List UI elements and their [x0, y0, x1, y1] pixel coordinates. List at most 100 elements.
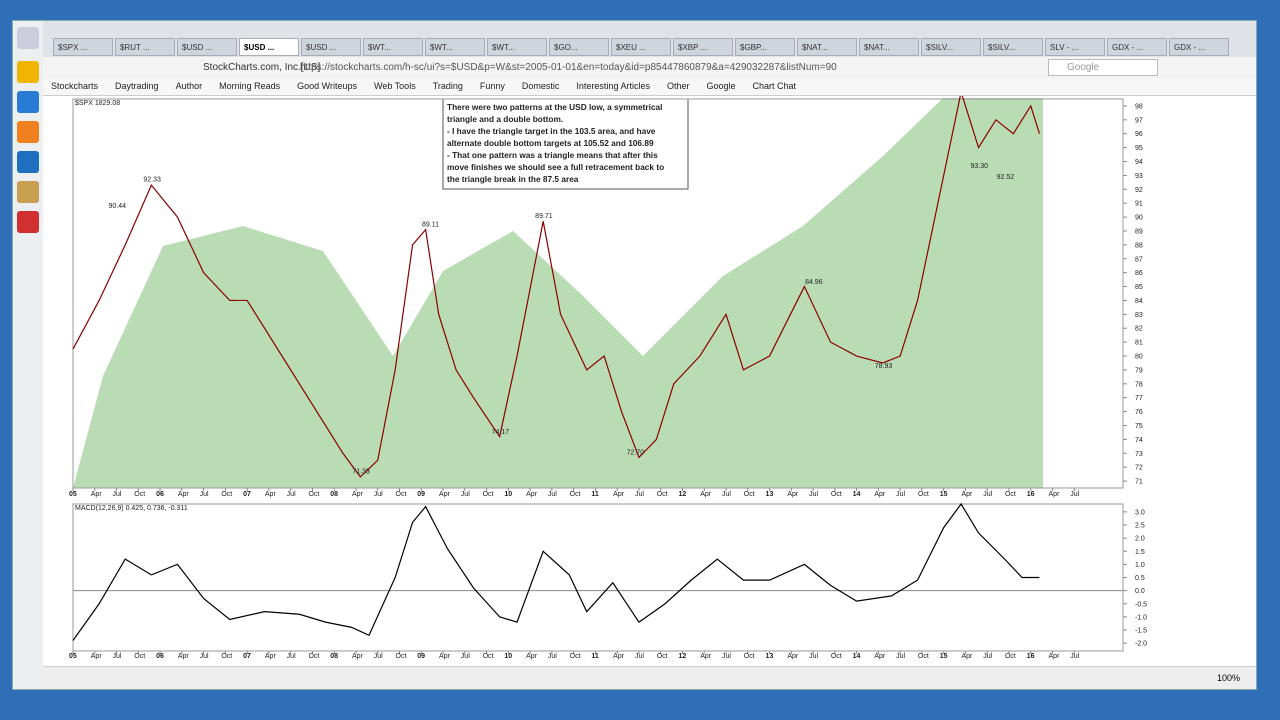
sidebar-icon[interactable]: [17, 211, 39, 233]
tab[interactable]: $NAT...: [859, 38, 919, 56]
x-tick-label: Apr: [178, 653, 190, 660]
bookmark[interactable]: Author: [175, 81, 203, 91]
bookmark[interactable]: Chart Chat: [752, 81, 797, 91]
x-tick-label: 10: [504, 653, 512, 660]
bookmark[interactable]: Trading: [432, 81, 463, 91]
x-tick-label: 15: [940, 653, 948, 660]
x-tick-label: 16: [1027, 491, 1035, 498]
sidebar-icon[interactable]: [17, 121, 39, 143]
x-tick-label: 13: [766, 491, 774, 498]
bookmark[interactable]: Web Tools: [374, 81, 416, 91]
x-tick-label: 06: [156, 491, 164, 498]
price-label: 74.17: [492, 429, 510, 436]
sidebar-icon[interactable]: [17, 27, 39, 49]
tab[interactable]: $GO...: [549, 38, 609, 56]
x-tick-label: Jul: [809, 491, 818, 498]
x-tick-label: Apr: [178, 491, 190, 498]
annotation-line: - I have the triangle target in the 103.…: [447, 126, 656, 136]
x-tick-label: 05: [69, 491, 77, 498]
tab[interactable]: $RUT ...: [115, 38, 175, 56]
y-tick-label: 77: [1135, 395, 1143, 402]
x-tick-label: Jul: [896, 653, 905, 660]
x-tick-label: Jul: [113, 491, 122, 498]
bookmark[interactable]: Funny: [479, 81, 505, 91]
tab[interactable]: $NAT...: [797, 38, 857, 56]
bookmark[interactable]: Morning Reads: [219, 81, 281, 91]
x-tick-label: 08: [330, 653, 338, 660]
x-tick-label: Apr: [961, 491, 973, 498]
x-tick-label: 14: [853, 491, 861, 498]
tab[interactable]: $SPX ...: [53, 38, 113, 56]
x-tick-label: 15: [940, 491, 948, 498]
y-tick-label: 82: [1135, 326, 1143, 333]
x-tick-label: Oct: [221, 491, 232, 498]
bookmark[interactable]: Good Writeups: [297, 81, 357, 91]
tab[interactable]: GDX - ...: [1107, 38, 1167, 56]
x-tick-label: 13: [766, 653, 774, 660]
url[interactable]: https://stockcharts.com/h-sc/ui?s=$USD&p…: [300, 62, 837, 73]
tab[interactable]: $SILV...: [921, 38, 981, 56]
x-tick-label: Apr: [1049, 491, 1061, 498]
tab[interactable]: GDX - ...: [1169, 38, 1229, 56]
annotation-line: the triangle break in the 87.5 area: [447, 174, 579, 184]
tab[interactable]: $USD ...: [239, 38, 299, 56]
x-tick-label: Jul: [548, 653, 557, 660]
x-tick-label: Oct: [483, 491, 494, 498]
sidebar-icon[interactable]: [17, 181, 39, 203]
x-tick-label: Oct: [396, 491, 407, 498]
x-tick-label: Jul: [722, 491, 731, 498]
tab[interactable]: SLV - ...: [1045, 38, 1105, 56]
x-tick-label: Apr: [874, 491, 886, 498]
x-tick-label: Apr: [265, 653, 277, 660]
bookmark[interactable]: Google: [706, 81, 736, 91]
x-tick-label: Apr: [352, 653, 364, 660]
x-tick-label: Jul: [1070, 491, 1079, 498]
y-tick-label: 95: [1135, 145, 1143, 152]
zoom[interactable]: 100%: [1216, 673, 1240, 683]
y-tick-label: 79: [1135, 367, 1143, 374]
tab[interactable]: $WT...: [487, 38, 547, 56]
y-tick-label: 85: [1135, 284, 1143, 291]
tab[interactable]: $WT...: [363, 38, 423, 56]
x-tick-label: 09: [417, 491, 425, 498]
sidebar-icon[interactable]: [17, 151, 39, 173]
x-tick-label: Apr: [700, 491, 712, 498]
x-tick-label: 11: [591, 653, 599, 660]
bookmark[interactable]: Stockcharts: [51, 81, 99, 91]
x-tick-label: Jul: [287, 653, 296, 660]
tab[interactable]: $SILV...: [983, 38, 1043, 56]
bookmark[interactable]: Interesting Articles: [576, 81, 650, 91]
y-tick-label: 89: [1135, 228, 1143, 235]
x-tick-label: Oct: [396, 653, 407, 660]
tab[interactable]: $XEU ...: [611, 38, 671, 56]
x-tick-label: Apr: [961, 653, 973, 660]
y-tick-label: 87: [1135, 256, 1143, 263]
x-tick-label: Oct: [221, 653, 232, 660]
x-tick-label: 07: [243, 491, 251, 498]
panel-title: MACD(12,26,9) 0.425, 0.736, -0.311: [75, 505, 188, 512]
tab[interactable]: $XBP ...: [673, 38, 733, 56]
sidebar-icon[interactable]: [17, 91, 39, 113]
x-tick-label: Apr: [1049, 653, 1061, 660]
bookmark[interactable]: Domestic: [521, 81, 560, 91]
x-tick-label: Apr: [91, 653, 103, 660]
tab[interactable]: $WT...: [425, 38, 485, 56]
x-tick-label: Apr: [439, 653, 451, 660]
annotation-line: move finishes we should see a full retra…: [447, 162, 664, 172]
price-label: 71.33: [352, 468, 370, 475]
y-tick-label: 72: [1135, 465, 1143, 472]
tab[interactable]: $USD ...: [177, 38, 237, 56]
y-tick-label: -1.5: [1135, 628, 1147, 635]
bookmark[interactable]: Other: [666, 81, 690, 91]
tab[interactable]: $USD ...: [301, 38, 361, 56]
tab-strip: $SPX ... $RUT ... $USD ... $USD ... $USD ...…: [53, 38, 1231, 57]
bookmark[interactable]: Daytrading: [115, 81, 159, 91]
annotation-box: [442, 98, 689, 190]
sidebar-icon[interactable]: [17, 61, 39, 83]
tab[interactable]: $GBP...: [735, 38, 795, 56]
x-tick-label: Jul: [983, 653, 992, 660]
search-box[interactable]: Google: [1048, 59, 1158, 76]
y-tick-label: 93: [1135, 173, 1143, 180]
y-tick-label: -0.5: [1135, 601, 1147, 608]
x-tick-label: Oct: [308, 491, 319, 498]
